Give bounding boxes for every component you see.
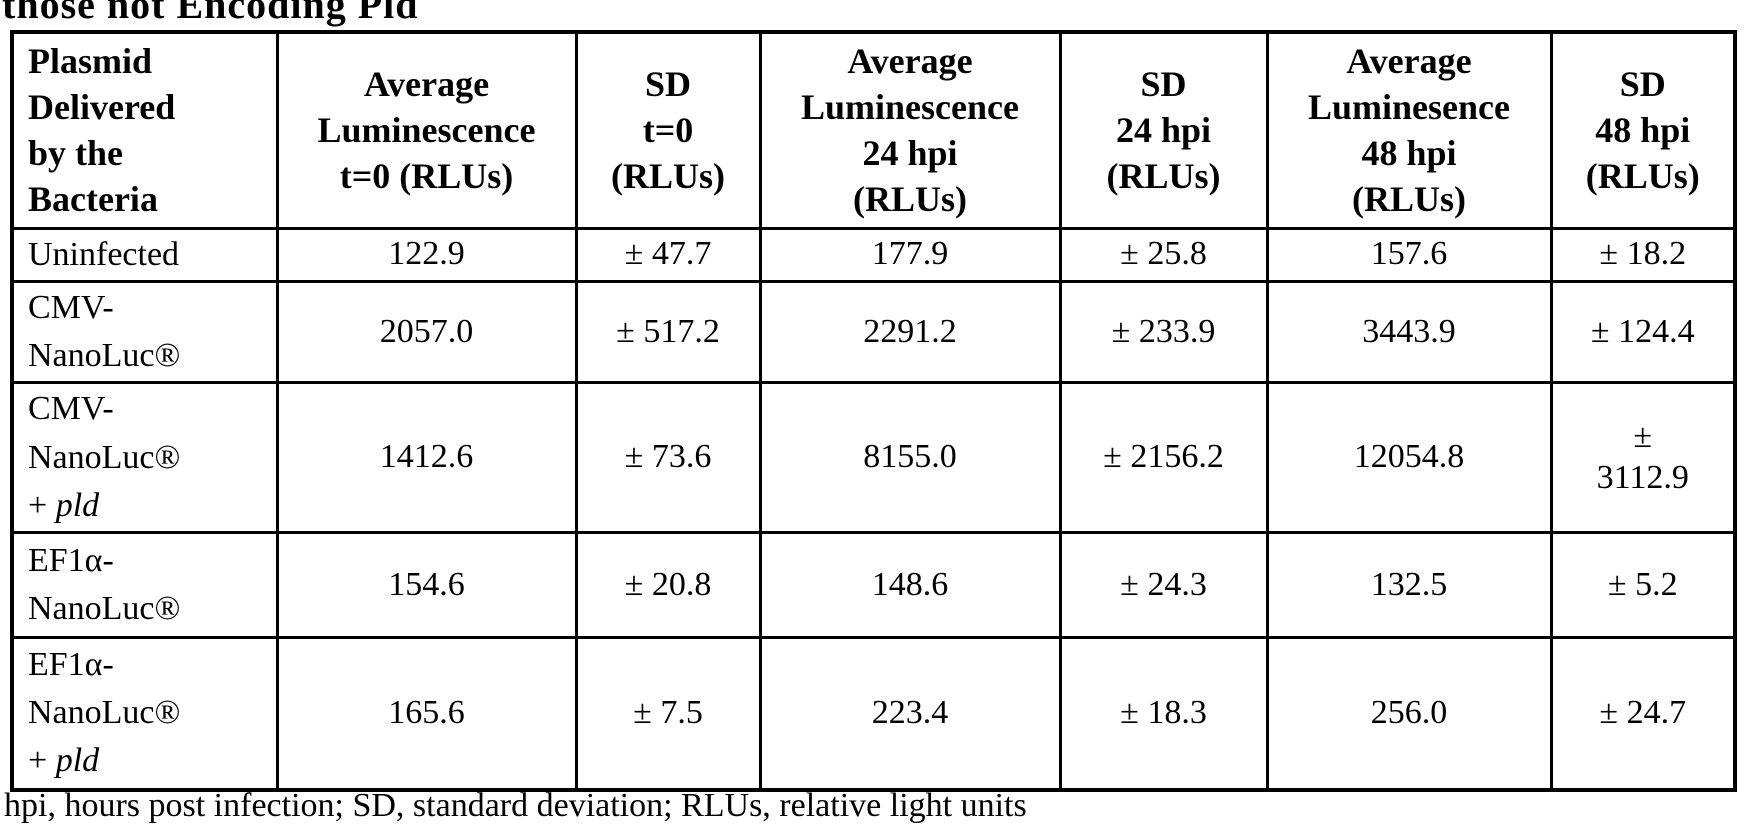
value-cell: 1412.6	[275, 381, 578, 535]
value-cell: 154.6	[275, 531, 578, 640]
row-label-text: Uninfected	[28, 235, 180, 273]
column-header-avg-lum-t0: Average Luminescence t=0 (RLUs)	[275, 30, 578, 230]
table-caption: hpi, hours post infection; SD, standard …	[4, 787, 1027, 824]
value-cell: ± 2156.2	[1058, 381, 1269, 535]
value-cell: 177.9	[758, 226, 1062, 283]
value-cell: 256.0	[1265, 636, 1553, 792]
value-cell: ± 47.7	[574, 226, 762, 283]
value-cell: 8155.0	[758, 381, 1062, 535]
table-row-ef1a-nanoluc-pld: EF1α- NanoLuc® + pld 165.6 ± 7.5 223.4 ± …	[10, 636, 1737, 792]
value-cell: ± 25.8	[1058, 226, 1269, 283]
value-cell: 223.4	[758, 636, 1062, 792]
value-cell: ± 517.2	[574, 279, 762, 385]
column-header-sd-48hpi: SD 48 hpi (RLUs)	[1549, 30, 1737, 230]
column-header-avg-lum-48hpi: Average Luminesence 48 hpi (RLUs)	[1265, 30, 1553, 230]
value-cell: 3443.9	[1265, 279, 1553, 385]
column-header-sd-24hpi: SD 24 hpi (RLUs)	[1058, 30, 1269, 230]
row-label-pld: pld	[55, 486, 100, 524]
column-header-plasmid: Plasmid Delivered by the Bacteria	[10, 30, 279, 230]
value-cell: ± 5.2	[1549, 531, 1737, 640]
table-row-cmv-nanoluc: CMV- NanoLuc® 2057.0 ± 517.2 2291.2 ± 23…	[10, 279, 1737, 385]
value-cell: ± 233.9	[1058, 279, 1269, 385]
section-heading: those not Encoding Pld	[2, 0, 419, 27]
value-cell: ± 3112.9	[1549, 381, 1737, 535]
row-label-plus: +	[28, 486, 56, 524]
table-row-cmv-nanoluc-pld: CMV- NanoLuc® + pld 1412.6 ± 73.6 8155.0 …	[10, 381, 1737, 535]
value-cell: 2057.0	[275, 279, 578, 385]
column-header-sd-t0: SD t=0 (RLUs)	[574, 30, 762, 230]
value-cell: ± 24.3	[1058, 531, 1269, 640]
value-cell: ± 7.5	[574, 636, 762, 792]
row-label-text: CMV- NanoLuc®	[28, 390, 181, 476]
row-label-text: EF1α- NanoLuc®	[28, 541, 181, 628]
value-cell: 2291.2	[758, 279, 1062, 385]
value-cell: ± 18.3	[1058, 636, 1269, 792]
row-label-pld: pld	[55, 742, 100, 780]
value-cell: 122.9	[275, 226, 578, 283]
value-cell: 157.6	[1265, 226, 1553, 283]
value-cell: 132.5	[1265, 531, 1553, 640]
value-cell: 165.6	[275, 636, 578, 792]
results-table: Plasmid Delivered by the Bacteria Averag…	[10, 30, 1737, 792]
value-cell: ± 20.8	[574, 531, 762, 640]
row-label-text: EF1α- NanoLuc®	[28, 645, 181, 732]
value-cell: ± 24.7	[1549, 636, 1737, 792]
value-cell: 148.6	[758, 531, 1062, 640]
row-label: EF1α- NanoLuc®	[10, 531, 279, 640]
row-label: CMV- NanoLuc®	[10, 279, 279, 385]
value-cell: ± 18.2	[1549, 226, 1737, 283]
row-label: EF1α- NanoLuc® + pld	[10, 636, 279, 792]
table-header-row: Plasmid Delivered by the Bacteria Averag…	[10, 30, 1737, 230]
row-label-text: CMV- NanoLuc®	[28, 288, 181, 375]
table-row-ef1a-nanoluc: EF1α- NanoLuc® 154.6 ± 20.8 148.6 ± 24.3…	[10, 531, 1737, 640]
value-cell: ± 73.6	[574, 381, 762, 535]
row-label: Uninfected	[10, 226, 279, 283]
column-header-avg-lum-24hpi: Average Luminescence 24 hpi (RLUs)	[758, 30, 1062, 230]
row-label: CMV- NanoLuc® + pld	[10, 381, 279, 535]
value-cell: 12054.8	[1265, 381, 1553, 535]
table-row-uninfected: Uninfected 122.9 ± 47.7 177.9 ± 25.8 157…	[10, 226, 1737, 283]
row-label-plus: +	[28, 742, 56, 780]
value-cell: ± 124.4	[1549, 279, 1737, 385]
